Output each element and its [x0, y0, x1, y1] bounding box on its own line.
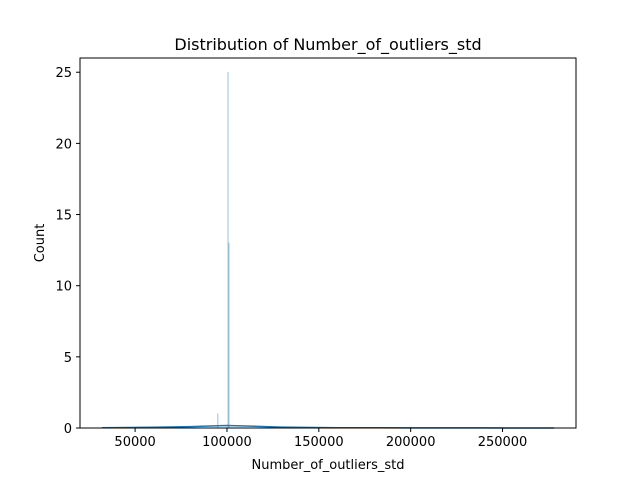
- y-tick-label: 5: [64, 351, 72, 366]
- x-tick-label: 150000: [294, 435, 344, 450]
- chart-title: Distribution of Number_of_outliers_std: [174, 35, 481, 55]
- x-axis-label: Number_of_outliers_std: [251, 458, 404, 473]
- x-tick-label: 100000: [202, 435, 252, 450]
- axes-frame: [79, 57, 577, 429]
- x-axis: 50000 100000 150000 200000 250000: [114, 428, 527, 450]
- y-tick-label: 15: [55, 209, 72, 224]
- y-tick-label: 25: [55, 66, 72, 81]
- y-tick-label: 0: [64, 422, 72, 437]
- y-tick-label: 10: [55, 280, 72, 295]
- y-axis-label: Count: [33, 224, 48, 263]
- x-tick-label: 200000: [386, 435, 436, 450]
- plot-area: [102, 72, 554, 429]
- x-tick-label: 50000: [114, 435, 155, 450]
- y-axis: 0 5 10 15 20 25: [55, 66, 80, 437]
- histogram-bar: [227, 72, 229, 429]
- x-tick-label: 250000: [478, 435, 528, 450]
- histogram-bar: [228, 242, 230, 429]
- y-tick-label: 20: [55, 137, 72, 152]
